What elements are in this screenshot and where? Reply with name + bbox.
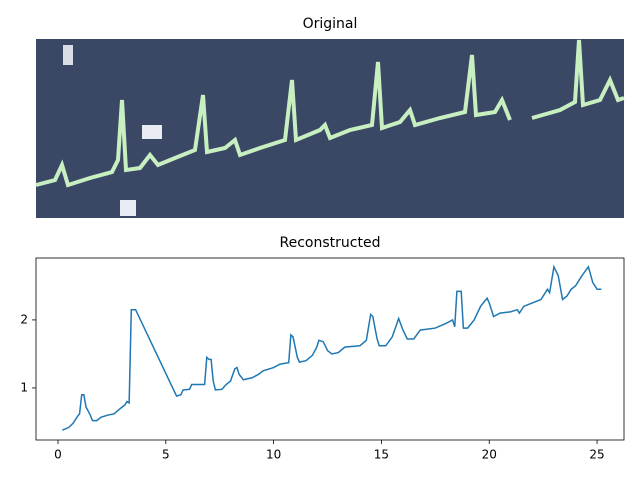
- x-tick-label: 5: [162, 448, 170, 462]
- photo-artifact: [63, 45, 73, 65]
- chart-title: Reconstructed: [280, 235, 381, 251]
- y-tick-label: 1: [20, 380, 28, 394]
- y-tick-label: 2: [20, 312, 28, 326]
- x-tick-label: 10: [266, 448, 281, 462]
- photo: [35, 39, 625, 218]
- x-tick-label: 15: [374, 448, 389, 462]
- photo-trace: [531, 39, 625, 120]
- photo-artifact: [142, 125, 162, 139]
- photo-artifact: [120, 200, 136, 216]
- x-tick-label: 25: [589, 448, 604, 462]
- chart-title: Original: [303, 16, 358, 32]
- photo-trace: [35, 54, 512, 188]
- x-tick-label: 0: [54, 448, 62, 462]
- axes-frame: [35, 257, 625, 441]
- data-line: [62, 264, 602, 431]
- photo-background: [36, 39, 624, 218]
- x-tick-label: 20: [482, 448, 497, 462]
